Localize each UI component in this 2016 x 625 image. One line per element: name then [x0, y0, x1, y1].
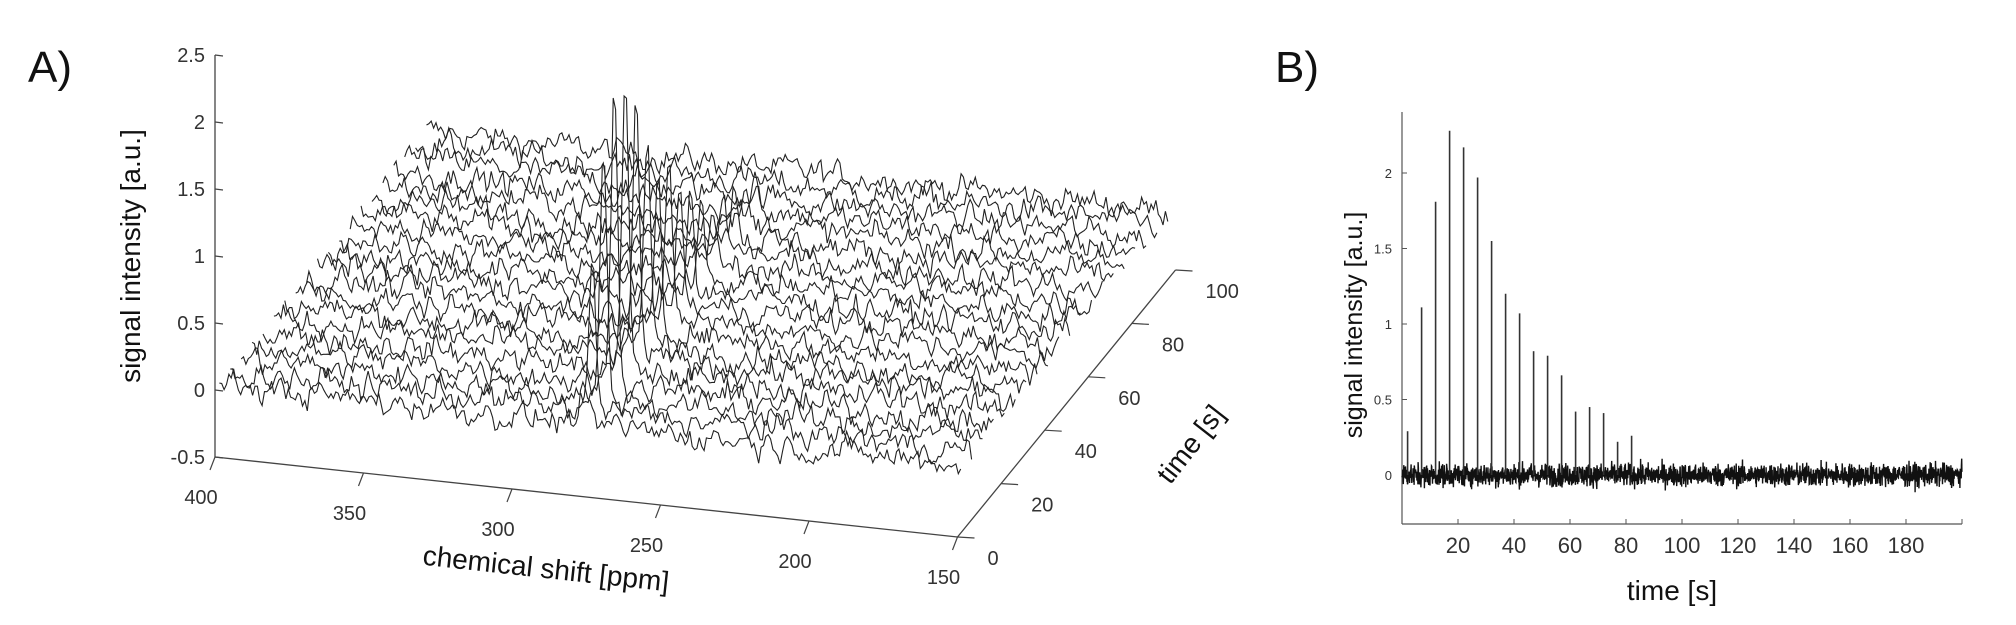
a-x-axis	[214, 456, 958, 538]
a-z-tick-label: 0.5	[177, 313, 205, 335]
b-x-tick-label: 40	[1502, 533, 1526, 558]
b-noise-signal	[1401, 458, 1963, 493]
b-x-tick-label: 20	[1446, 533, 1470, 558]
panel-a-ylabel: time [s]	[1151, 399, 1231, 489]
a-spectrum-trace	[284, 145, 1027, 394]
b-y-tick-label: 0	[1385, 468, 1392, 483]
a-time-tick-label: 40	[1075, 441, 1097, 463]
a-x-tick	[357, 472, 365, 487]
a-spectrum-trace	[262, 94, 1005, 420]
a-spectrum-trace	[251, 97, 994, 434]
a-time-tick-label: 20	[1031, 495, 1053, 517]
a-z-tick-label: 2.5	[177, 45, 205, 67]
a-z-tick	[214, 255, 224, 258]
a-spectrum-trace	[415, 126, 1158, 239]
a-spectrum-trace	[316, 191, 1060, 361]
a-x-tick-label: 300	[481, 519, 514, 541]
a-x-tick-label: 400	[184, 487, 217, 509]
a-time-tick	[957, 536, 975, 539]
a-x-tick	[803, 520, 810, 535]
panel-b-plot: 0 0.5 1 1.5 2 20 40 60 80 100 120 140 160 180	[1374, 112, 1963, 558]
panel-a-zlabel: signal intensity [a.u.]	[115, 129, 146, 383]
b-x-tick-label: 100	[1664, 533, 1701, 558]
a-z-tick-label: -0.5	[171, 447, 205, 469]
a-x-tick-label: 250	[630, 535, 663, 557]
a-time-tick-label: 60	[1118, 388, 1140, 410]
a-spectrum-trace	[273, 105, 1016, 413]
b-x-tick-label: 140	[1776, 533, 1813, 558]
a-x-tick	[209, 456, 216, 471]
b-y-tick-label: 0.5	[1374, 393, 1392, 408]
b-x-tick-label: 180	[1888, 533, 1925, 558]
b-y-tick-label: 1	[1385, 317, 1392, 332]
b-x-tick-label: 120	[1720, 533, 1757, 558]
a-x-tick-label: 150	[927, 567, 960, 589]
a-z-tick-label: 1.5	[177, 179, 205, 201]
a-x-tick-label: 200	[778, 551, 811, 573]
a-spectrum-trace	[306, 164, 1049, 370]
a-spectrum-trace	[339, 199, 1081, 332]
panel-b-label: B)	[1275, 43, 1319, 92]
a-x-tick	[506, 488, 513, 503]
a-time-tick-label: 100	[1206, 281, 1239, 303]
a-x-tick	[951, 536, 959, 551]
a-time-tick	[1001, 483, 1019, 486]
b-x-tick-label: 80	[1614, 533, 1638, 558]
a-z-tick	[214, 54, 224, 57]
b-x-tick-label: 60	[1558, 533, 1582, 558]
panel-a-label: A)	[28, 43, 72, 92]
a-spectrum-trace	[371, 184, 1114, 282]
a-z-tick	[214, 121, 224, 124]
a-time-tick	[1044, 429, 1062, 432]
a-spectrum-trace	[426, 120, 1169, 226]
a-z-tick-label: 2	[194, 112, 205, 134]
a-z-tick	[214, 322, 224, 325]
a-spectrum-trace	[240, 164, 983, 442]
a-time-tick-label: 80	[1162, 334, 1184, 356]
a-spectrum-trace	[360, 194, 1103, 303]
a-spectrum-trace	[349, 214, 1093, 316]
a-x-tick	[654, 504, 662, 519]
b-y-tick-label: 2	[1385, 166, 1392, 181]
a-spectrum-trace	[404, 144, 1147, 250]
a-spectrum-trace	[327, 190, 1071, 342]
a-spectrum-trace	[230, 263, 973, 465]
b-x-tick-label: 160	[1832, 533, 1869, 558]
a-spectrum-trace	[382, 175, 1125, 270]
a-x-tick-label: 350	[333, 503, 366, 525]
a-time-axis	[956, 269, 1177, 538]
a-z-tick-label: 1	[194, 246, 205, 268]
a-spectrum-trace	[295, 176, 1038, 386]
a-time-tick	[1088, 376, 1106, 379]
a-z-tick	[214, 389, 224, 392]
a-time-tick	[1175, 269, 1193, 272]
panel-a-waterfall: -0.5 0 0.5 1 1.5 2 2.5 400 350 300 250 200 150 0 20 40 6…	[171, 45, 1239, 589]
b-y-tick-label: 1.5	[1374, 242, 1392, 257]
a-time-tick-label: 0	[988, 548, 999, 570]
a-z-tick-label: 0	[194, 380, 205, 402]
a-spectrum-trace	[393, 159, 1136, 258]
a-spectrum-trace	[219, 368, 962, 476]
a-time-tick	[1131, 322, 1149, 325]
a-z-tick	[214, 188, 224, 191]
panel-b-ylabel: signal intensity [a.u.]	[1340, 212, 1368, 439]
panel-b-xlabel: time [s]	[1627, 575, 1717, 606]
